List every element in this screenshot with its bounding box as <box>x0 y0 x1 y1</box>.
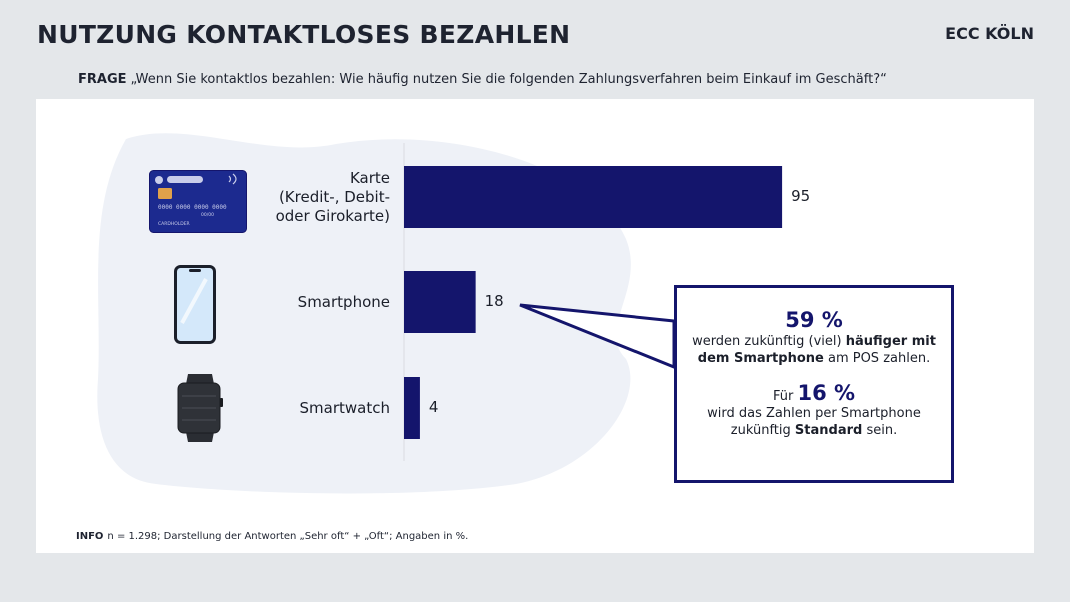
info-label: INFO <box>76 531 104 542</box>
card-expiry: 00/00 <box>201 212 214 218</box>
callout-stat-1: 59 % <box>785 308 843 332</box>
brand-logo: ECC KÖLN <box>945 24 1034 43</box>
bar-smartphone <box>404 271 476 333</box>
bar-karte <box>404 166 783 228</box>
card-holder: CARDHOLDER <box>158 221 190 227</box>
callout-line-2: Für 16 % <box>677 383 951 405</box>
card-number: 0000 0000 0000 0000 <box>158 204 227 211</box>
callout-text-1: werden zukünftig (viel) häufiger mit dem… <box>692 334 936 366</box>
callout-text-2: wird das Zahlen per Smartphone zukünftig… <box>707 406 921 438</box>
callout-stat-2: 16 % <box>797 381 856 405</box>
question-text: „Wenn Sie kontaktlos bezahlen: Wie häufi… <box>130 72 887 87</box>
smartwatch-icon <box>177 374 223 442</box>
category-label-smartphone: Smartphone <box>297 292 390 311</box>
question-label: FRAGE <box>78 72 127 87</box>
info-text: n = 1.298; Darstellung der Antworten „Se… <box>107 531 469 542</box>
bar-chart <box>403 143 783 461</box>
smartphone-icon <box>174 265 216 344</box>
callout-prefix-2: Für <box>772 389 794 404</box>
value-label-smartwatch: 4 <box>428 398 439 416</box>
category-label-karte: Karte (Kredit-, Debit- oder Girokarte) <box>275 168 390 225</box>
bar-smartwatch <box>404 377 420 439</box>
value-label-smartphone: 18 <box>484 292 504 310</box>
credit-card-icon: 0000 0000 0000 0000 00/00 CARDHOLDER <box>149 170 247 233</box>
page-title: NUTZUNG KONTAKTLOSES BEZAHLEN <box>37 20 571 49</box>
category-label-smartwatch: Smartwatch <box>299 398 390 417</box>
value-label-karte: 95 <box>791 187 811 205</box>
callout-box: 59 % werden zukünftig (viel) häufiger mi… <box>674 285 954 483</box>
chart-card: Karte (Kredit-, Debit- oder Girokarte) S… <box>36 99 1034 553</box>
question: FRAGE „Wenn Sie kontaktlos bezahlen: Wie … <box>78 72 887 87</box>
info-note: INFO n = 1.298; Darstellung der Antworten… <box>76 531 468 542</box>
